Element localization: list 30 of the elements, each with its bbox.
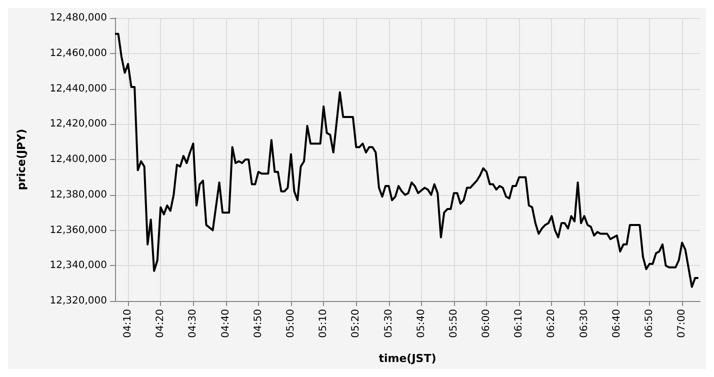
x-tick-label: 06:40 — [611, 309, 622, 338]
x-tick-label: 05:40 — [416, 309, 427, 338]
y-tick-label: 12,360,000 — [50, 224, 107, 236]
x-tick-label: 04:50 — [252, 309, 264, 338]
y-axis-title: price(JPY) — [15, 128, 28, 190]
x-tick-label: 06:00 — [481, 309, 492, 338]
x-tick-label: 07:00 — [676, 309, 688, 338]
y-tick-label: 12,320,000 — [50, 296, 107, 306]
y-tick-label: 12,400,000 — [50, 154, 107, 165]
y-tick-label: 12,440,000 — [50, 83, 107, 94]
y-tick-label: 12,480,000 — [50, 12, 107, 24]
y-tick-label: 12,340,000 — [50, 260, 107, 272]
x-tick-label: 05:10 — [318, 309, 330, 338]
x-tick-label: 04:10 — [122, 309, 134, 338]
y-tick-label: 12,460,000 — [50, 48, 107, 59]
x-tick-label: 06:50 — [644, 309, 655, 338]
x-tick-label: 04:20 — [155, 309, 166, 338]
line-series — [114, 32, 700, 288]
x-tick-label: 05:30 — [383, 309, 394, 338]
x-tick-label: 05:20 — [350, 309, 362, 338]
x-tick-label: 06:20 — [546, 309, 558, 338]
x-tick-label: 05:00 — [285, 309, 296, 338]
x-tick-label: 04:30 — [188, 309, 199, 338]
x-tick-label: 05:50 — [448, 309, 460, 338]
y-tick-label: 12,380,000 — [50, 189, 107, 200]
y-tick-label: 12,420,000 — [50, 118, 107, 130]
x-tick-label: 06:10 — [514, 309, 525, 338]
x-tick-label: 06:30 — [578, 309, 590, 338]
x-axis-title: time(JST) — [378, 352, 436, 365]
x-tick-label: 04:40 — [220, 309, 232, 338]
